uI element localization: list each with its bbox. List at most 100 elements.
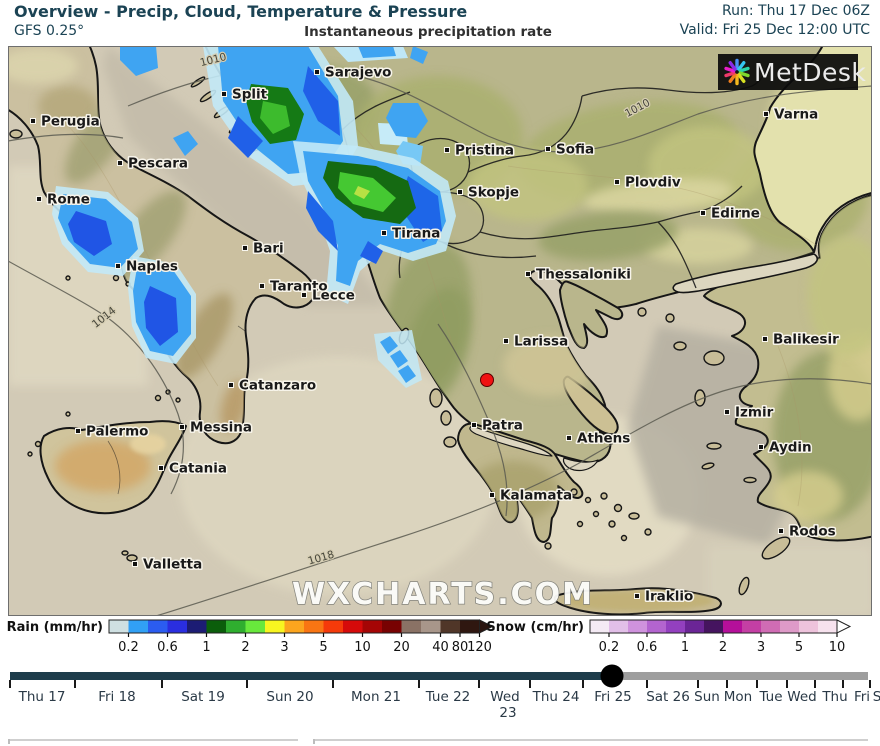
city-label: Taranto — [270, 279, 328, 295]
rain-tick-value: 5 — [319, 640, 327, 655]
rain-tick-value: 120 — [467, 640, 492, 655]
timeline-day-fri-18[interactable]: Fri 18 — [98, 689, 136, 705]
city-dot — [179, 424, 185, 430]
city-label: Pescara — [128, 156, 188, 172]
city-dot — [762, 336, 768, 342]
city-dot — [471, 422, 477, 428]
city-label: Plovdiv — [625, 175, 681, 191]
city-dot — [457, 189, 463, 195]
logo-starburst-icon — [737, 73, 746, 84]
city-skopje: Skopje — [457, 183, 521, 202]
city-dot — [566, 435, 572, 441]
timeline-day-tue-22[interactable]: Tue 22 — [425, 689, 471, 705]
city-dot — [545, 146, 551, 152]
city-dot — [75, 428, 81, 434]
timeline-day-mon-21[interactable]: Mon 21 — [351, 689, 401, 705]
city-dot — [221, 91, 227, 97]
city-dot — [525, 271, 531, 277]
city-perugia: Perugia — [30, 112, 101, 131]
run-timestamp: Run: Thu 17 Dec 06Z — [722, 3, 870, 19]
city-label: Thessaloniki — [536, 267, 631, 283]
location-marker[interactable] — [480, 373, 494, 387]
city-label: Perugia — [41, 114, 100, 130]
timeline-day-fri-25[interactable]: Fri 25 — [594, 689, 632, 705]
watermark: WXCHARTS.COM — [292, 577, 594, 612]
city-label: Valletta — [143, 557, 202, 573]
city-dot — [489, 492, 495, 498]
city-thessaloniki: Thessaloniki — [525, 265, 632, 284]
timeline-day-thu-24[interactable]: Thu 24 — [532, 689, 580, 705]
city-sofia: Sofia — [545, 140, 596, 159]
snow-arrow-icon — [836, 619, 852, 634]
timeline-day-mon[interactable]: Mon — [724, 689, 752, 705]
rain-tick-value: 3 — [280, 640, 288, 655]
city-palermo: Palermo — [75, 422, 150, 441]
city-tirana: Tirana — [381, 224, 442, 243]
city-pescara: Pescara — [117, 154, 189, 173]
timeline-day-thu[interactable]: Thu — [821, 689, 847, 705]
timeline-day-thu-17[interactable]: Thu 17 — [18, 689, 66, 705]
rain-tick-value: 0.6 — [157, 640, 178, 655]
logo-starburst-icon — [738, 71, 750, 78]
city-catanzaro: Catanzaro — [228, 376, 318, 395]
logo-starburst-icon — [728, 60, 737, 71]
city-dot — [614, 179, 620, 185]
snow-tick-value: 0.6 — [637, 640, 658, 655]
city-dot — [444, 147, 450, 153]
snow-tick-value: 2 — [719, 640, 727, 655]
city-dot — [763, 111, 769, 117]
city-label: Sarajevo — [325, 65, 391, 81]
city-dot — [778, 528, 784, 534]
time-slider[interactable]: Thu 17 Fri 18 Sat 19 Sun 20 Mon 21 Tue 22 Wed2… — [0, 662, 880, 722]
city-label: Larissa — [514, 334, 568, 350]
timeline-day-wed[interactable]: Wed — [787, 689, 816, 705]
city-dot — [228, 382, 234, 388]
timeline-day-wed23[interactable]: Wed — [490, 689, 519, 705]
city-dot — [36, 196, 42, 202]
city-label: Athens — [577, 431, 630, 447]
city-dot — [724, 409, 730, 415]
rain-tick-value: 80 — [452, 640, 469, 655]
timeline-day-sun-20[interactable]: Sun 20 — [266, 689, 313, 705]
divider-nub — [313, 739, 315, 744]
timeline-day-fri[interactable]: Fri — [854, 689, 870, 705]
timeline-day-s[interactable]: S — [873, 689, 880, 705]
snow-tick-value: 5 — [795, 640, 803, 655]
snow-tick-value: 3 — [757, 640, 765, 655]
timeline-track-elapsed[interactable] — [10, 672, 612, 680]
city-label: Rodos — [789, 524, 836, 540]
timeline-track-remaining[interactable] — [612, 672, 868, 680]
timeline-day-sub[interactable]: 23 — [499, 705, 516, 721]
city-naples: Naples — [115, 257, 179, 276]
city-label: Messina — [190, 420, 252, 436]
city-sarajevo: Sarajevo — [314, 63, 393, 82]
snow-tick-value: 1 — [681, 640, 689, 655]
city-label: Lecce — [312, 288, 355, 304]
city-rome: Rome — [36, 190, 91, 209]
city-label: Iraklio — [645, 589, 693, 605]
city-larissa: Larissa — [503, 332, 570, 351]
city-label: Izmir — [735, 405, 774, 421]
city-dot — [242, 245, 248, 251]
timeline-day-sat-19[interactable]: Sat 19 — [181, 689, 225, 705]
city-messina: Messina — [179, 418, 254, 437]
timeline-day-tue[interactable]: Tue — [758, 689, 782, 705]
rain-tick-value: 1 — [202, 640, 210, 655]
rain-tick-value: 0.2 — [118, 640, 139, 655]
timeline-day-sun[interactable]: Sun — [694, 689, 720, 705]
rain-arrow-icon — [479, 619, 494, 634]
city-dot — [381, 230, 387, 236]
model-label: GFS 0.25° — [14, 23, 85, 39]
timeline-day-sat-26[interactable]: Sat 26 — [646, 689, 690, 705]
timeline-slider-knob[interactable] — [600, 664, 624, 688]
city-label: Balikesir — [773, 332, 839, 348]
city-label: Rome — [47, 192, 90, 208]
snow-scale: Snow (cm/hr) 0.2 0.6 1 2 3 5 10 — [486, 619, 852, 655]
divider-nub — [8, 739, 10, 744]
rain-label: Rain (mm/hr) — [7, 620, 103, 635]
city-bari: Bari — [242, 239, 285, 258]
